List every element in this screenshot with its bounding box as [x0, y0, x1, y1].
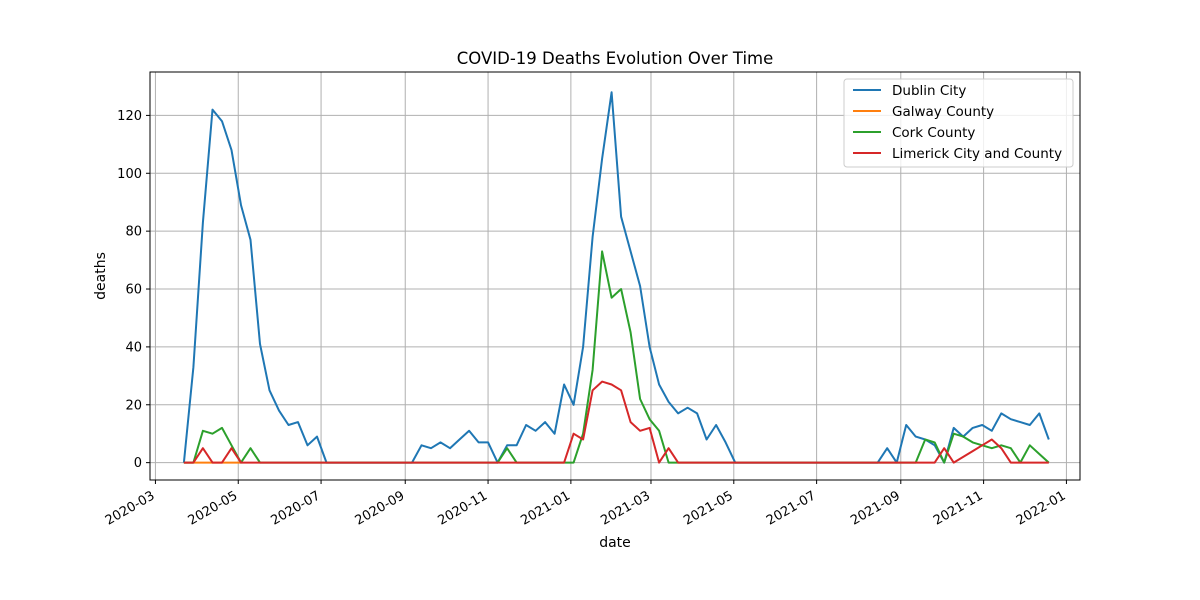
legend-label-cork-county: Cork County	[892, 125, 975, 141]
series-lines	[182, 91, 1050, 464]
legend-box	[843, 78, 1074, 168]
y-tick-label: 60	[125, 283, 142, 298]
plot-frame	[149, 71, 1081, 481]
legend: Dublin City Galway County Cork County Li…	[843, 78, 1074, 168]
legend-label-dublin-city: Dublin City	[892, 83, 966, 99]
y-tick-label: 40	[125, 340, 142, 355]
series-line-limerick-city-and-county	[183, 380, 1049, 464]
legend-label-limerick-city-and-county: Limerick City and County	[892, 146, 1062, 162]
y-tick-label: 100	[117, 167, 142, 182]
x-axis-title: date	[599, 535, 631, 551]
series-line-cork-county	[183, 250, 1050, 464]
y-tick-label: 20	[125, 398, 142, 413]
y-axis-ticks: 0 20 40 60 80 100 120	[117, 109, 150, 471]
y-tick-label: 120	[117, 109, 142, 124]
legend-label-galway-county: Galway County	[892, 104, 994, 120]
y-tick-label: 80	[125, 225, 142, 240]
y-tick-label: 0	[134, 456, 142, 471]
y-axis-title: deaths	[93, 252, 109, 300]
chart-title: COVID-19 Deaths Evolution Over Time	[457, 49, 774, 68]
